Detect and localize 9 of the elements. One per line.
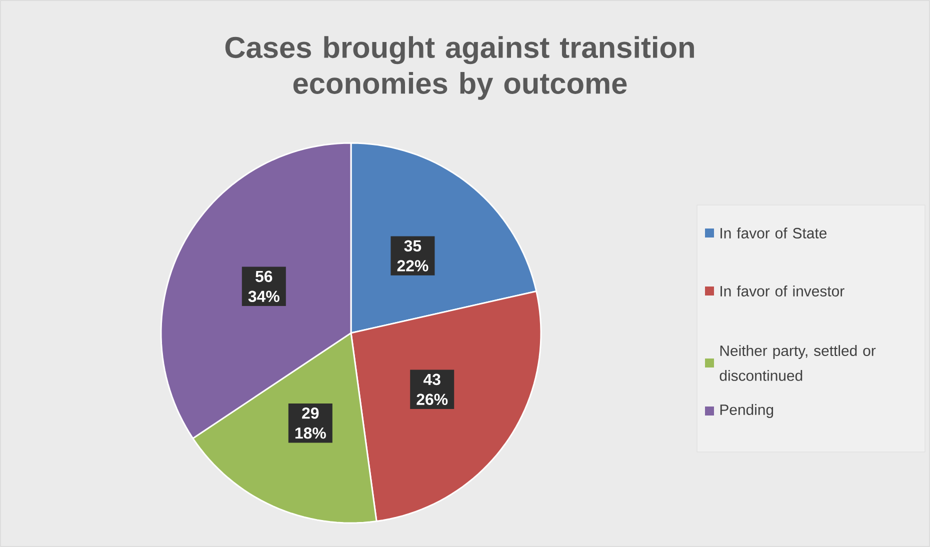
legend-label: Pending bbox=[720, 404, 774, 418]
data-label: 56 34% bbox=[248, 270, 280, 302]
legend-label: In favor of State bbox=[720, 228, 827, 238]
legend-label: Neither party, settled or discontinued bbox=[720, 345, 876, 381]
data-label: 43 26% bbox=[416, 374, 448, 406]
data-label: 29 18% bbox=[295, 408, 326, 439]
data-label: 35 22% bbox=[397, 240, 428, 272]
chart-title: Cases brought against transition economies by outcome bbox=[225, 36, 694, 100]
legend-label: In favor of investor bbox=[720, 286, 844, 296]
